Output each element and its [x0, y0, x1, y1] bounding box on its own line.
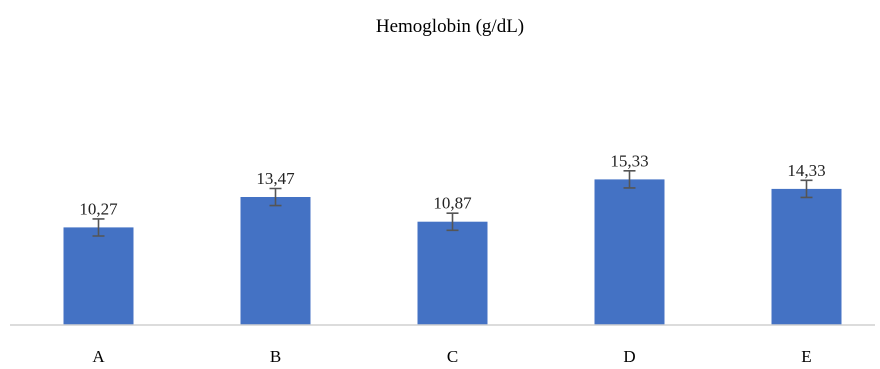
error-bar-A: [92, 218, 105, 237]
error-bar-D: [623, 170, 636, 189]
data-label-B: 13,47: [256, 169, 295, 188]
error-bar-E: [800, 179, 813, 199]
data-label-D: 15,33: [610, 151, 648, 170]
x-tick-label-C: C: [447, 347, 458, 366]
error-bar-B: [269, 187, 282, 207]
bar-B: [240, 197, 311, 325]
data-labels-group: 10,27 13,47 10,87 15,33 14,33: [79, 151, 825, 218]
chart-title: Hemoglobin (g/dL): [376, 16, 524, 37]
bar-E: [771, 188, 842, 325]
data-label-C: 10,87: [433, 194, 472, 213]
data-label-A: 10,27: [79, 199, 118, 218]
bar-A: [63, 227, 134, 325]
data-label-E: 14,33: [787, 161, 825, 180]
x-tick-label-B: B: [270, 347, 281, 366]
x-tick-labels-group: A B C D E: [92, 347, 811, 366]
x-tick-label-E: E: [801, 347, 811, 366]
bars-group: [63, 179, 842, 325]
bar-D: [594, 179, 665, 325]
x-tick-label-D: D: [623, 347, 635, 366]
x-tick-label-A: A: [92, 347, 105, 366]
error-bars-group: [92, 170, 813, 237]
bar-C: [417, 221, 488, 325]
error-bar-C: [446, 212, 459, 232]
